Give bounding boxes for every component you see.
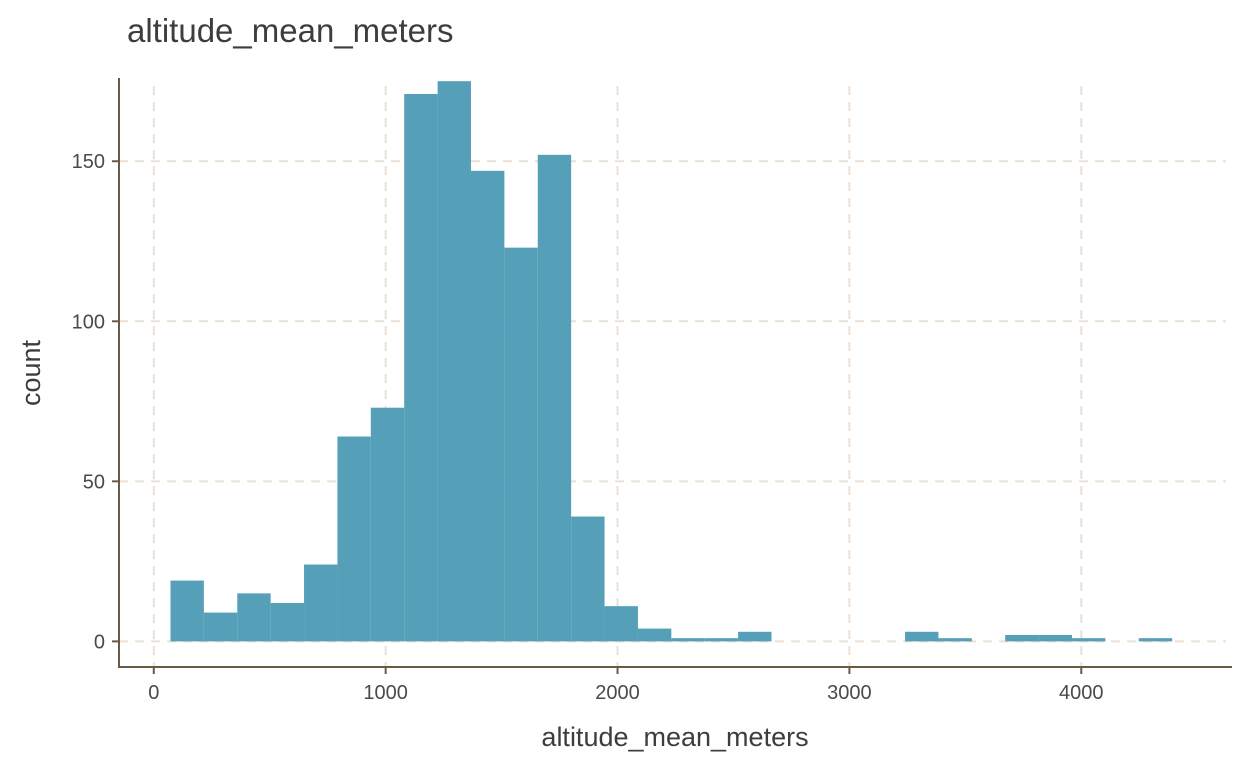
x-tick-label-0: 0 bbox=[148, 682, 159, 704]
histogram-bar-4 bbox=[304, 564, 338, 642]
x-axis-title: altitude_mean_meters bbox=[541, 722, 808, 752]
histogram-bar-5 bbox=[337, 436, 371, 642]
histogram-bar-23 bbox=[938, 638, 972, 642]
bars-layer bbox=[170, 81, 1173, 642]
histogram-bar-26 bbox=[1038, 634, 1073, 642]
histogram-bar-3 bbox=[270, 602, 305, 642]
histogram-bar-2 bbox=[237, 593, 271, 642]
y-tick-label-0: 0 bbox=[94, 631, 105, 653]
histogram-bar-25 bbox=[1005, 634, 1039, 642]
histogram-bar-22 bbox=[905, 631, 939, 642]
histogram-bar-9 bbox=[470, 170, 505, 642]
axes-layer bbox=[112, 78, 1232, 674]
histogram-bar-16 bbox=[704, 638, 739, 642]
histogram-bar-0 bbox=[170, 580, 204, 642]
chart-title: altitude_mean_meters bbox=[127, 12, 454, 49]
y-axis-title: count bbox=[16, 339, 46, 406]
histogram-bar-14 bbox=[637, 628, 672, 642]
x-tick-label-1000: 1000 bbox=[363, 682, 408, 704]
histogram-bar-10 bbox=[504, 247, 538, 642]
x-tick-label-3000: 3000 bbox=[827, 682, 872, 704]
histogram-bar-12 bbox=[571, 516, 605, 642]
histogram-bar-29 bbox=[1138, 638, 1173, 642]
histogram-bar-15 bbox=[671, 638, 705, 642]
y-tick-label-50: 50 bbox=[83, 471, 105, 493]
labels-layer: 0 1000 2000 3000 4000 0 50 100 150 bbox=[72, 151, 1104, 704]
histogram-bar-11 bbox=[537, 154, 572, 642]
grid-layer bbox=[119, 86, 1226, 667]
x-tick-label-4000: 4000 bbox=[1059, 682, 1104, 704]
histogram-bar-13 bbox=[604, 606, 638, 642]
histogram-bar-6 bbox=[370, 407, 405, 642]
histogram-bar-1 bbox=[203, 612, 238, 642]
histogram-bar-17 bbox=[738, 631, 772, 642]
x-tick-label-2000: 2000 bbox=[595, 682, 640, 704]
y-tick-label-100: 100 bbox=[72, 311, 105, 333]
histogram-bar-8 bbox=[437, 81, 471, 642]
y-tick-label-150: 150 bbox=[72, 151, 105, 173]
histogram-bar-27 bbox=[1072, 638, 1106, 642]
histogram-bar-7 bbox=[404, 94, 438, 642]
